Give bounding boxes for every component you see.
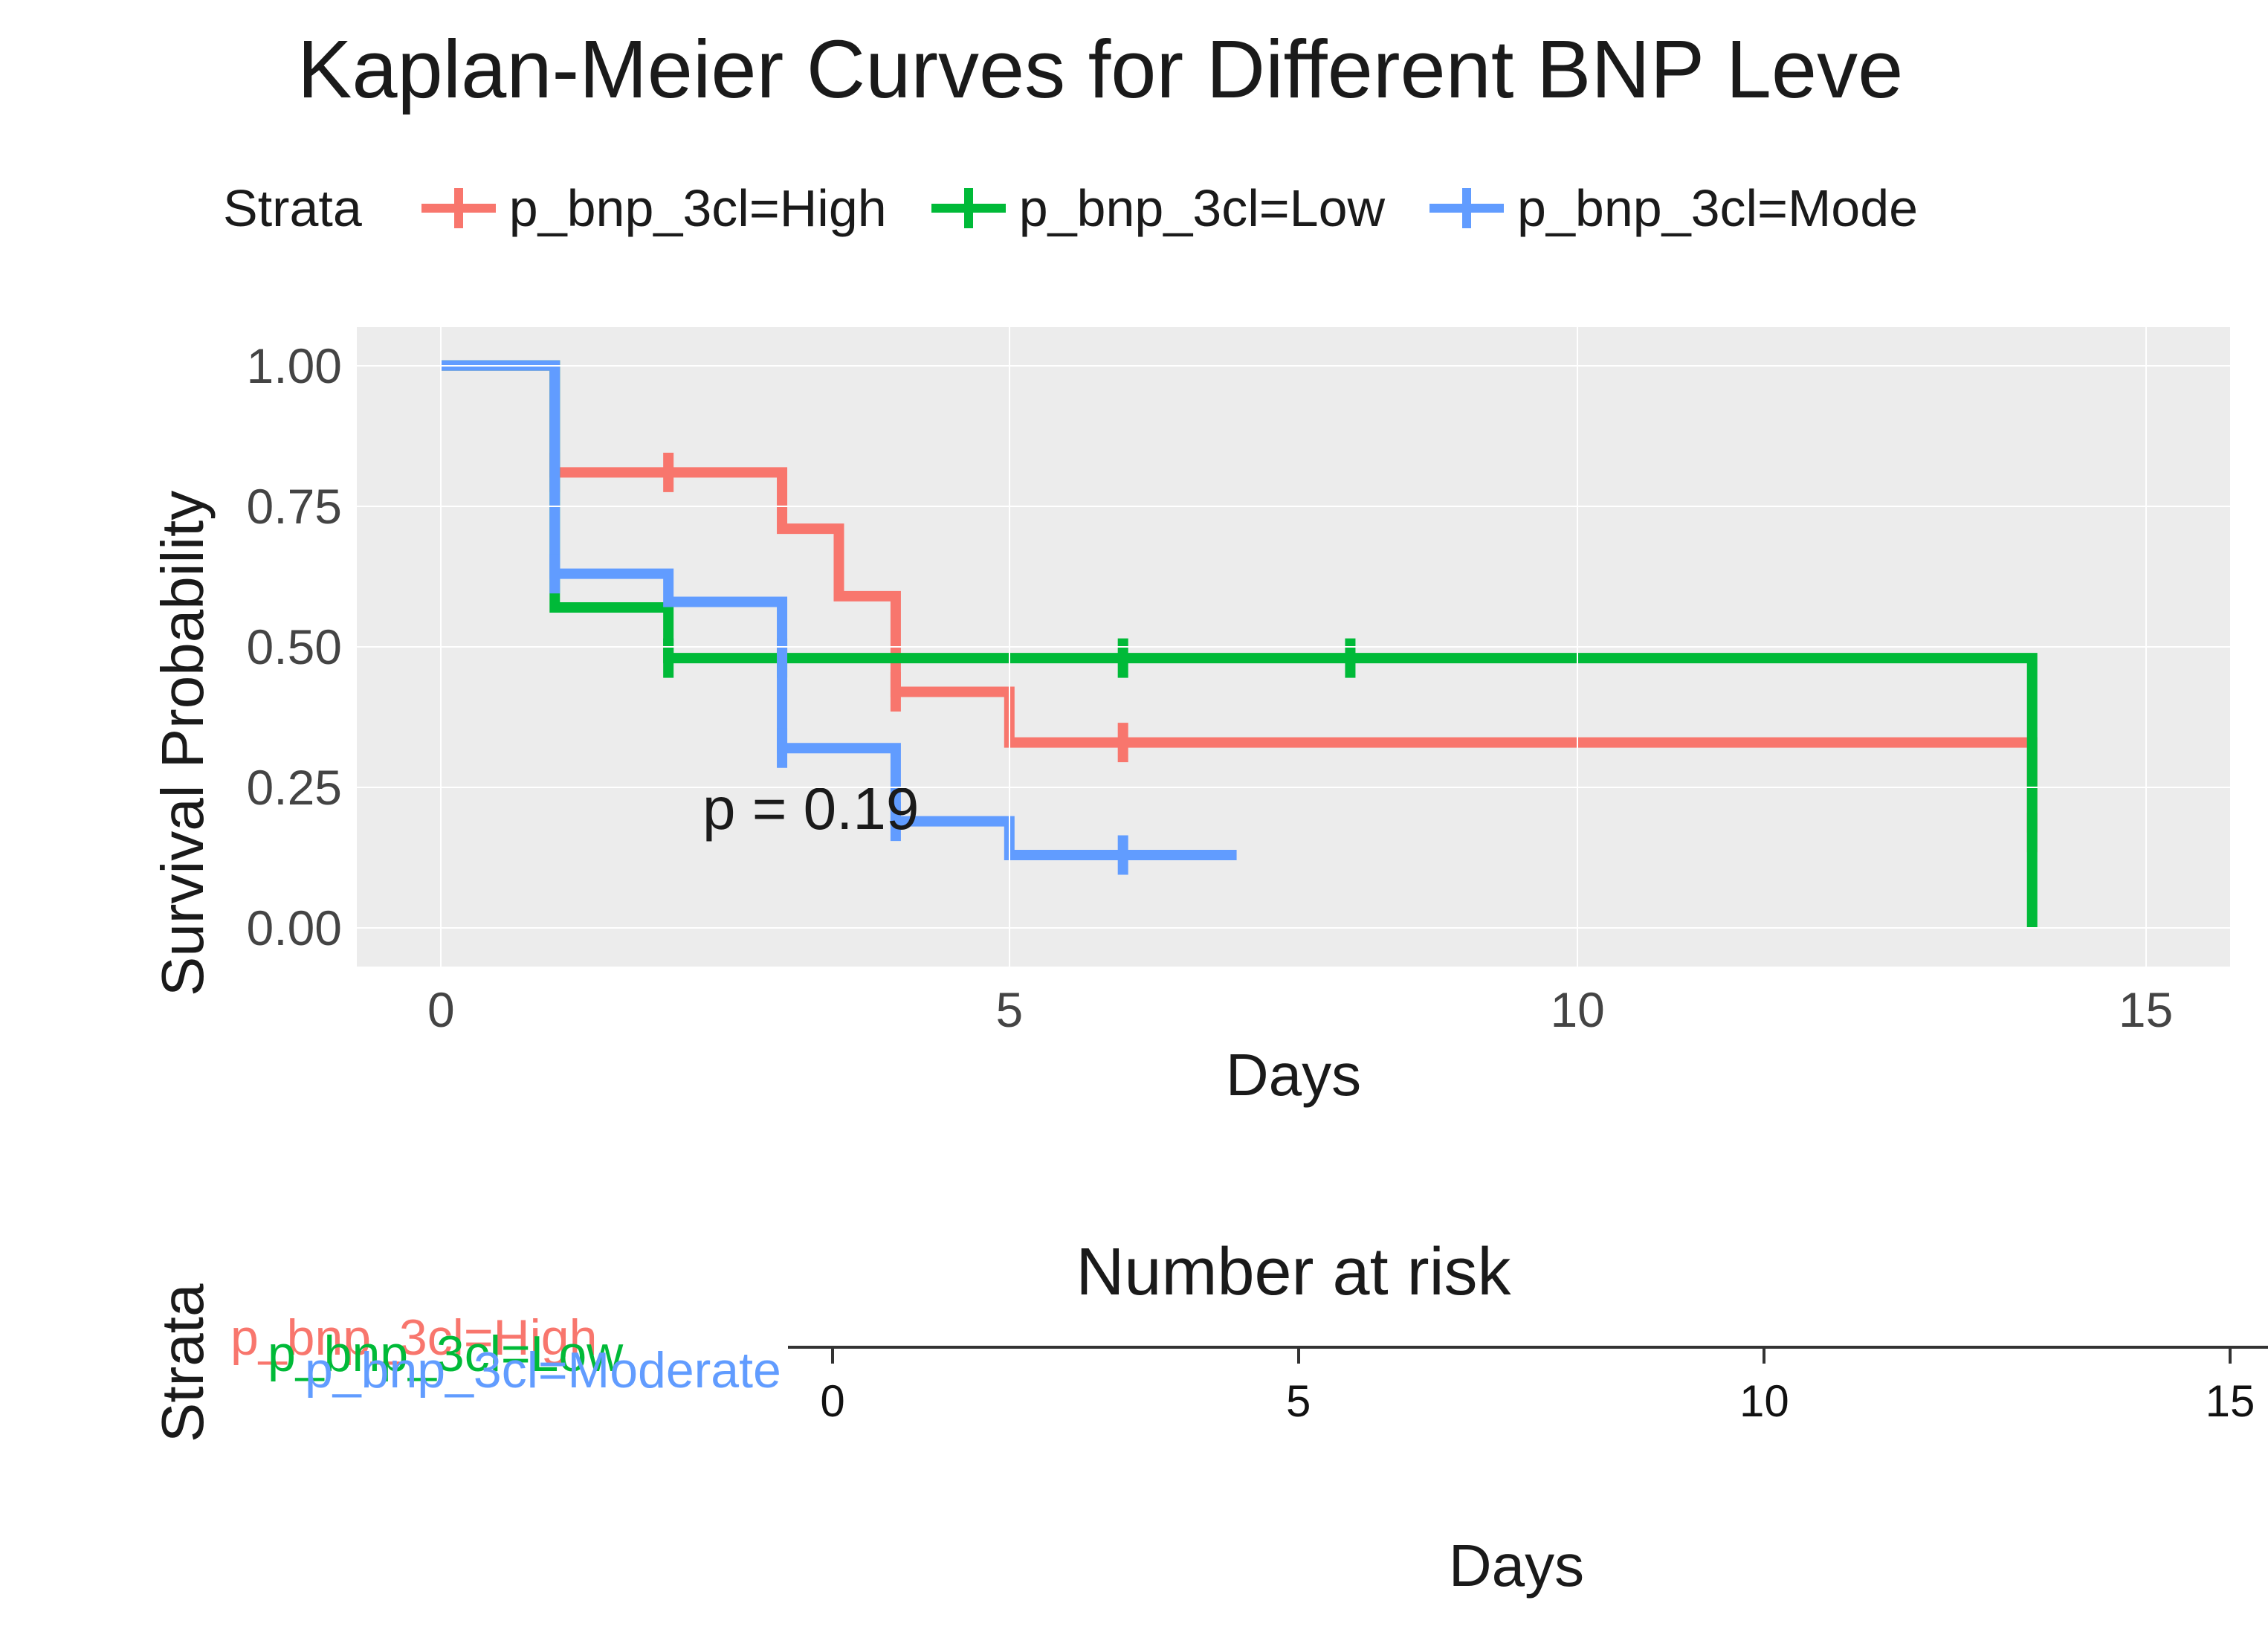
y-tick-label: 0.25: [193, 759, 342, 816]
legend-label: p_bnp_3cl=Low: [1019, 178, 1385, 238]
y-tick-label: 0.50: [193, 619, 342, 675]
x-tick-label: 10: [1550, 981, 1604, 1038]
legend-item-low: p_bnp_3cl=Low: [931, 178, 1385, 238]
risk-x-tick-label: 5: [1286, 1375, 1311, 1427]
legend-item-moderate: p_bnp_3cl=Mode: [1429, 178, 1918, 238]
grid-line-v: [1009, 327, 1010, 967]
legend-label: p_bnp_3cl=High: [509, 178, 887, 238]
risk-x-tick-label: 10: [1739, 1375, 1789, 1427]
y-tick-label: 1.00: [193, 338, 342, 394]
risk-axis-line: [788, 1346, 2268, 1349]
x-tick-label: 15: [2119, 981, 2173, 1038]
legend-item-high: p_bnp_3cl=High: [421, 178, 887, 238]
legend-glyph-v: [454, 188, 463, 228]
chart-title: Kaplan-Meier Curves for Different BNP Le…: [297, 22, 1903, 117]
x-tick-label: 5: [995, 981, 1023, 1038]
plus-icon: [931, 182, 1006, 234]
risk-table: Number at risk Strata p_bnp_3cl=Highp_bn…: [104, 1234, 2245, 1621]
risk-y-label: Strata: [149, 1284, 217, 1442]
p-value-annotation: p = 0.19: [702, 775, 919, 843]
grid-line-h: [357, 927, 2230, 929]
risk-tick: [831, 1346, 834, 1364]
page-root: Kaplan-Meier Curves for Different BNP Le…: [0, 0, 2268, 1632]
y-tick-label: 0.75: [193, 478, 342, 535]
risk-tick: [1763, 1346, 1765, 1364]
x-tick-label: 0: [427, 981, 455, 1038]
legend-glyph-v: [964, 188, 973, 228]
grid-line-v: [1577, 327, 1578, 967]
risk-tick: [1297, 1346, 1300, 1364]
grid-line-h: [357, 787, 2230, 788]
grid-line-h: [357, 646, 2230, 648]
km-plot: Survival Probability p = 0.19 Days 0.000…: [104, 327, 2245, 1086]
risk-x-tick-label: 15: [2206, 1375, 2255, 1427]
legend-title: Strata: [223, 178, 362, 238]
plus-icon: [421, 182, 496, 234]
legend: Strata p_bnp_3cl=High p_bnp_3cl=Low p_bn…: [223, 178, 1918, 238]
plot-panel: p = 0.19: [357, 327, 2230, 967]
legend-label: p_bnp_3cl=Mode: [1517, 178, 1918, 238]
grid-line-v: [440, 327, 442, 967]
grid-line-h: [357, 365, 2230, 367]
risk-x-tick-label: 0: [820, 1375, 844, 1427]
grid-line-v: [2145, 327, 2147, 967]
risk-x-axis-label: Days: [1449, 1532, 1584, 1600]
risk-tick: [2229, 1346, 2232, 1364]
risk-strata-label: p_bnp_3cl=Moderate: [305, 1341, 781, 1399]
risk-x-axis: 0 5 10 15: [788, 1346, 2268, 1435]
grid-line-h: [357, 506, 2230, 507]
risk-table-title: Number at risk: [1076, 1234, 1511, 1311]
plus-icon: [1429, 182, 1504, 234]
legend-glyph-v: [1462, 188, 1471, 228]
y-tick-label: 0.00: [193, 900, 342, 956]
x-axis-label: Days: [1226, 1041, 1361, 1109]
